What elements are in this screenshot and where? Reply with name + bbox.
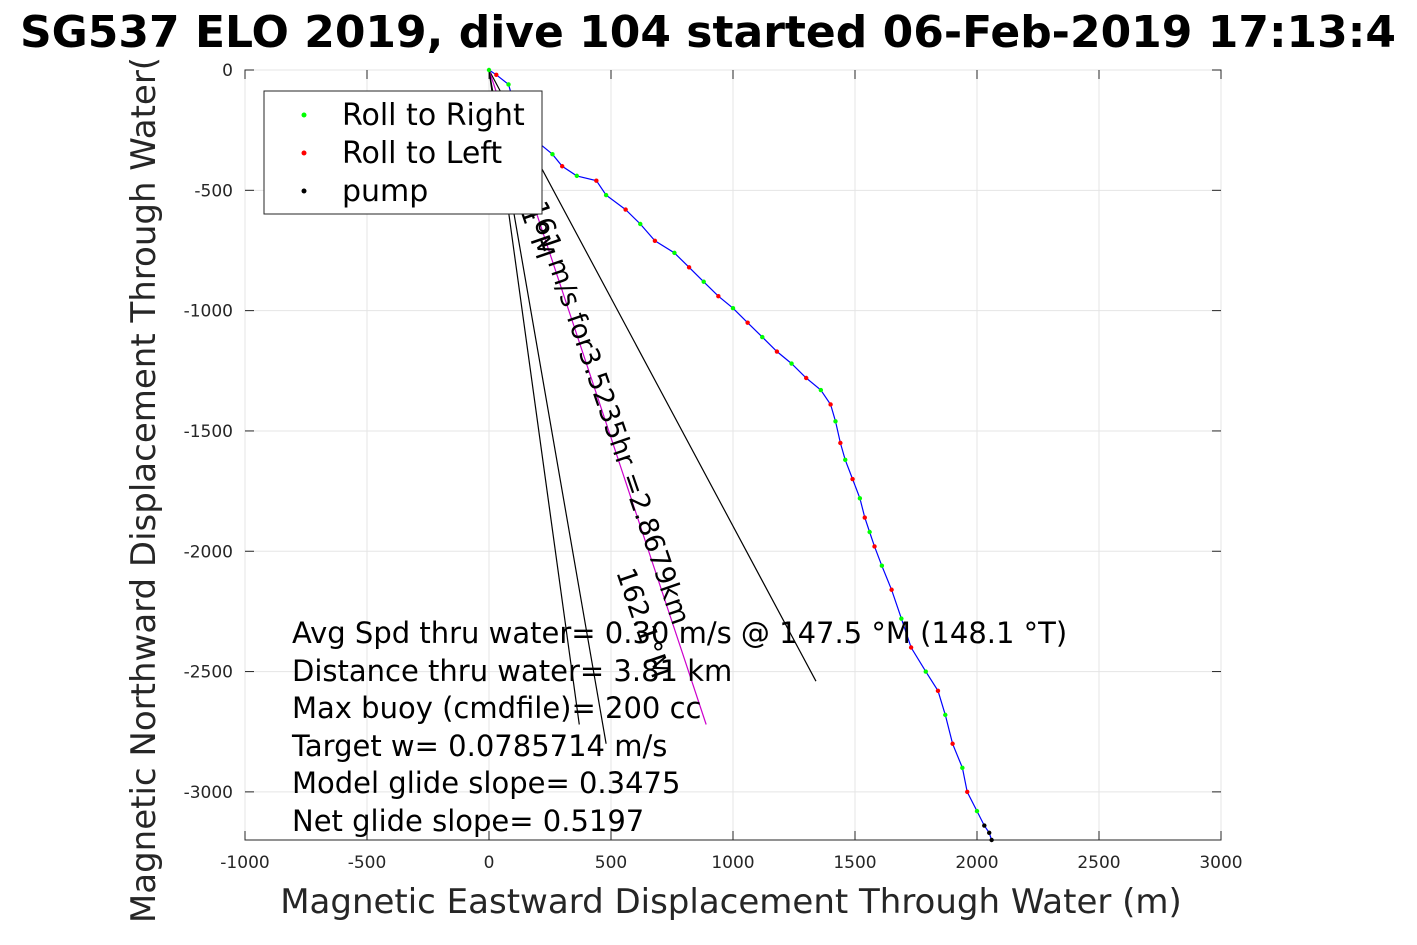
stat-net-glide: Net glide slope= 0.5197 <box>292 804 644 838</box>
track-marker <box>872 544 877 549</box>
track-marker <box>716 293 721 299</box>
y-axis-label: Magnetic Northward Displacement Through … <box>124 57 164 923</box>
track-marker <box>974 808 980 814</box>
track-marker <box>960 765 965 771</box>
track-marker <box>560 164 565 169</box>
track-marker <box>594 178 599 183</box>
stat-avg-speed: Avg Spd thru water= 0.30 m/s @ 147.5 °M … <box>292 616 1067 650</box>
track-marker <box>745 320 750 325</box>
track-marker <box>850 476 855 482</box>
track-marker <box>950 741 955 746</box>
stat-model-glide: Model glide slope= 0.3475 <box>292 766 680 800</box>
x-tick-label: -1000 <box>220 853 269 873</box>
track-marker <box>879 563 885 568</box>
track-marker <box>867 529 872 535</box>
track-marker <box>506 82 511 87</box>
track-series <box>488 69 993 841</box>
legend-box <box>263 90 543 215</box>
track-marker <box>982 823 987 828</box>
track-marker <box>908 645 914 650</box>
track-marker <box>818 387 824 393</box>
track-marker <box>774 349 780 354</box>
track-marker <box>862 515 867 520</box>
y-axis-ticks: 0 -500 -1000 -1500 -2000 -2500 -3000 <box>184 61 1221 803</box>
track-marker <box>652 238 658 244</box>
track-marker <box>899 616 904 621</box>
y-tick-label: -3000 <box>184 783 233 803</box>
track-marker <box>486 67 492 73</box>
track-marker <box>989 837 994 843</box>
y-tick-label: -2500 <box>184 663 233 683</box>
track-marker <box>838 440 843 446</box>
track-marker <box>701 279 706 284</box>
track-marker <box>965 789 970 795</box>
track-marker <box>889 587 894 592</box>
legend-marker-roll-left <box>301 150 307 156</box>
track-marker <box>760 334 765 340</box>
track-marker <box>730 306 736 311</box>
legend-marker-roll-right <box>301 112 307 118</box>
x-tick-label: 1000 <box>711 853 754 873</box>
stat-target-w: Target w= 0.0785714 m/s <box>291 729 667 763</box>
x-tick-label: 0 <box>484 853 495 873</box>
legend: Roll to Right Roll to Left pump <box>263 90 543 215</box>
x-tick-label: 3000 <box>1199 853 1242 873</box>
legend-label-roll-right: Roll to Right <box>342 98 525 133</box>
track-marker <box>943 712 948 718</box>
x-tick-label: -500 <box>348 853 387 873</box>
track-marker <box>494 72 499 78</box>
x-tick-label: 2500 <box>1077 853 1120 873</box>
x-axis-label: Magnetic Eastward Displacement Through W… <box>280 882 1182 922</box>
track-marker <box>923 669 928 674</box>
x-tick-label: 2000 <box>955 853 998 873</box>
track-marker <box>804 375 809 381</box>
track-marker <box>789 361 794 366</box>
track-marker <box>574 173 580 179</box>
track-marker <box>935 688 941 694</box>
track-marker <box>686 265 692 270</box>
stats-block: Avg Spd thru water= 0.30 m/s @ 147.5 °M … <box>291 616 1067 838</box>
legend-marker-pump <box>301 188 307 194</box>
y-tick-label: -1000 <box>184 302 233 322</box>
y-tick-label: -2000 <box>184 542 233 562</box>
chart-title: SG537 ELO 2019, dive 104 started 06-Feb-… <box>20 7 1396 58</box>
track-marker <box>843 457 848 463</box>
vector-line-1 <box>488 69 817 682</box>
track-marker <box>603 192 609 198</box>
legend-label-pump: pump <box>342 174 428 209</box>
track-marker <box>550 152 555 157</box>
x-axis-ticks: -1000 -500 0 500 1000 1500 2000 2500 3000 <box>220 70 1243 873</box>
y-tick-label: 0 <box>222 61 233 81</box>
track-marker <box>672 250 677 256</box>
track-marker <box>987 830 992 835</box>
stat-distance: Distance thru water= 3.81 km <box>292 654 732 688</box>
stat-max-buoy: Max buoy (cmdfile)= 200 cc <box>292 691 701 725</box>
track-marker <box>828 402 833 407</box>
track-line <box>488 69 993 841</box>
track-marker <box>833 419 838 424</box>
x-tick-label: 1500 <box>833 853 876 873</box>
track-marker <box>638 221 643 227</box>
track-marker <box>857 496 863 501</box>
track-marker <box>623 207 628 212</box>
y-tick-label: -1500 <box>184 422 233 442</box>
legend-label-roll-left: Roll to Left <box>342 136 502 171</box>
y-tick-label: -500 <box>194 181 233 201</box>
roll-markers <box>486 67 994 843</box>
x-tick-label: 500 <box>595 853 627 873</box>
